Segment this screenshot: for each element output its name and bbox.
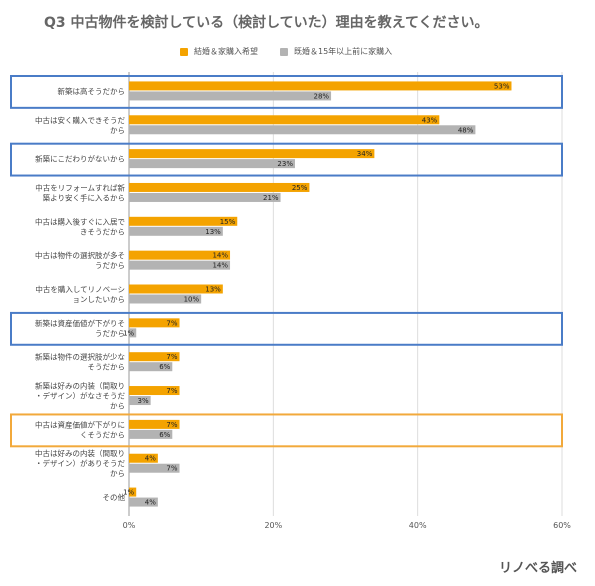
data-label: 48%: [458, 126, 474, 134]
bar-series2: [129, 125, 476, 135]
bar-series1: [129, 182, 310, 192]
category-label: ・デザイン）がなさそうだ: [35, 391, 125, 401]
bar-series2: [129, 192, 281, 202]
bar-series2: [129, 226, 223, 236]
data-label: 53%: [494, 82, 510, 90]
bar-series1: [129, 284, 223, 294]
data-label: 7%: [166, 387, 177, 395]
data-label: 25%: [292, 184, 308, 192]
bar-series1: [129, 386, 180, 396]
category-label: ョンしたいから: [73, 295, 126, 304]
highlight-box: [10, 413, 563, 448]
category-label: くそうだから: [80, 430, 125, 439]
category-label: 中古をリフォームすれば新: [35, 182, 125, 192]
category-label: そうだから: [88, 363, 126, 372]
category-label: から: [110, 469, 125, 478]
bar-series1: [129, 419, 180, 429]
bar-series2: [129, 497, 158, 507]
legend-label-series2: 既婚＆15年以上前に家購入: [294, 47, 393, 56]
bar-series2: [129, 362, 173, 372]
data-label: 43%: [422, 116, 438, 124]
bar-series1: [129, 453, 158, 463]
bar-series1: [129, 318, 180, 328]
data-label: 7%: [166, 421, 177, 429]
data-label: 14%: [212, 262, 228, 270]
highlight-box: [10, 75, 563, 109]
category-label: 中古は購入後すぐに入居で: [35, 216, 125, 226]
x-tick-label: 40%: [409, 521, 427, 530]
legend: 結婚＆家購入希望 既婚＆15年以上前に家購入: [180, 46, 414, 57]
category-label: 新築にこだわりがないから: [35, 154, 125, 164]
highlight-box: [10, 311, 563, 346]
category-label: 新築は資産価値が下がりそ: [35, 318, 125, 328]
category-label: きそうだから: [80, 227, 125, 236]
data-label: 13%: [205, 286, 221, 294]
category-label: 中古を購入してリノベーシ: [35, 284, 125, 294]
x-tick-label: 60%: [553, 521, 571, 530]
data-label: 10%: [184, 296, 200, 304]
category-label: 中古は資産価値が下がりに: [35, 419, 125, 429]
bar-series2: [129, 91, 332, 101]
bar-series1: [129, 216, 238, 226]
category-label: 新築は物件の選択肢が少な: [35, 352, 125, 362]
bar-series1: [129, 352, 180, 362]
data-label: 3%: [138, 397, 149, 405]
category-label: から: [110, 402, 125, 411]
category-label: 中古は物件の選択肢が多そ: [35, 250, 125, 260]
data-label: 14%: [212, 252, 228, 260]
data-label: 21%: [263, 194, 279, 202]
legend-item-series2: 既婚＆15年以上前に家購入: [280, 46, 392, 57]
bar-series1: [129, 487, 137, 497]
category-label: 新築は高そうだから: [58, 86, 126, 96]
data-label: 28%: [314, 92, 330, 100]
category-label: 中古は安く購入できそうだ: [35, 115, 125, 125]
data-label: 34%: [357, 150, 373, 158]
data-label: 6%: [159, 363, 170, 371]
credit-text: リノべる調べ: [498, 561, 577, 576]
bar-series2: [129, 294, 202, 304]
bar-series2: [129, 328, 137, 338]
bar-series2: [129, 396, 151, 406]
data-label: 13%: [205, 228, 221, 236]
data-label: 4%: [145, 499, 156, 507]
chart-title: Q3 中古物件を検討している（検討していた）理由を教えてください。: [44, 15, 489, 31]
category-label: うだから: [95, 261, 125, 270]
category-label: 新築は好みの内装（間取り: [35, 381, 125, 391]
x-tick-label: 20%: [264, 521, 282, 530]
category-label: その他: [103, 492, 126, 502]
bar-series1: [129, 81, 512, 91]
bar-series2: [129, 159, 295, 169]
data-label: 15%: [220, 218, 236, 226]
bar-series1: [129, 149, 375, 159]
data-label: 1%: [123, 329, 134, 337]
x-tick-label: 0%: [123, 521, 136, 530]
data-label: 6%: [159, 431, 170, 439]
category-label: 中古は好みの内装（間取り: [35, 448, 125, 458]
legend-item-series1: 結婚＆家購入希望: [180, 46, 258, 57]
legend-swatch-series2: [280, 47, 288, 56]
data-label: 4%: [145, 455, 156, 463]
data-label: 7%: [166, 319, 177, 327]
legend-label-series1: 結婚＆家購入希望: [194, 47, 258, 56]
bar-series2: [129, 260, 231, 270]
data-label: 1%: [123, 489, 134, 497]
bar-series1: [129, 250, 231, 260]
data-label: 23%: [277, 160, 293, 168]
highlight-box: [10, 142, 563, 177]
bar-series1: [129, 115, 440, 125]
bar-series2: [129, 429, 173, 439]
category-label: ・デザイン）がありそうだ: [35, 458, 125, 468]
bar-series2: [129, 463, 180, 473]
category-label: 築より安く手に入るから: [43, 192, 125, 202]
legend-swatch-series1: [180, 47, 188, 56]
category-label: うだから: [95, 329, 125, 338]
category-label: から: [110, 126, 125, 135]
data-label: 7%: [166, 465, 177, 473]
data-label: 7%: [166, 353, 177, 361]
